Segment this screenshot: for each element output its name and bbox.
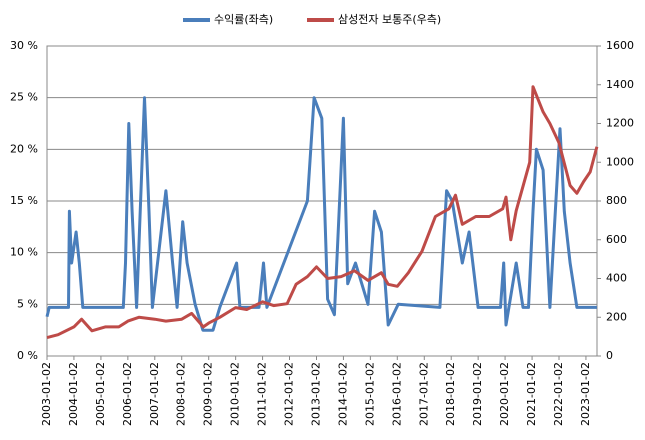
x-tick-label: 2012-01-02: [283, 362, 296, 426]
x-tick-label: 2008-01-02: [175, 362, 188, 426]
x-tick-label: 2010-01-02: [229, 362, 242, 426]
y-tick-label: 5 %: [17, 297, 38, 310]
x-tick-label: 2015-01-02: [363, 362, 376, 426]
y2-tick-label: 1400: [606, 78, 634, 91]
x-tick-label: 2020-01-02: [498, 362, 511, 426]
x-tick-label: 2003-01-02: [40, 362, 53, 426]
series-line: [46, 85, 599, 340]
legend-label: 수익률(좌측): [214, 13, 273, 26]
x-tick-label: 2017-01-02: [417, 362, 430, 426]
y-tick-label: 20 %: [10, 142, 38, 155]
x-tick-label: 2011-01-02: [256, 362, 269, 426]
y-tick-label: 25 %: [10, 91, 38, 104]
x-tick-label: 2005-01-02: [94, 362, 107, 426]
x-tick-label: 2023-01-02: [579, 362, 592, 426]
y2-tick-label: 1000: [606, 155, 634, 168]
series-line: [45, 96, 597, 332]
y-tick-label: 10 %: [10, 246, 38, 259]
y2-tick-label: 1200: [606, 117, 634, 130]
y-tick-label: 15 %: [10, 194, 38, 207]
y-tick-label: 0 %: [17, 349, 38, 362]
y2-tick-label: 400: [606, 272, 627, 285]
y-tick-label: 30 %: [10, 39, 38, 52]
x-tick-label: 2013-01-02: [310, 362, 323, 426]
x-tick-label: 2019-01-02: [471, 362, 484, 426]
y2-tick-label: 1600: [606, 39, 634, 52]
x-tick-label: 2014-01-02: [336, 362, 349, 426]
x-tick-label: 2006-01-02: [121, 362, 134, 426]
y2-tick-label: 600: [606, 233, 627, 246]
legend-label: 삼성전자 보통주(우측): [338, 13, 441, 26]
x-tick-label: 2007-01-02: [148, 362, 161, 426]
x-tick-label: 2004-01-02: [67, 362, 80, 426]
x-tick-label: 2009-01-02: [202, 362, 215, 426]
y2-tick-label: 800: [606, 194, 627, 207]
x-tick-label: 2018-01-02: [444, 362, 457, 426]
x-tick-label: 2021-01-02: [525, 362, 538, 426]
x-tick-label: 2016-01-02: [390, 362, 403, 426]
y2-tick-label: 0: [606, 349, 613, 362]
y2-tick-label: 200: [606, 310, 627, 323]
x-tick-label: 2022-01-02: [552, 362, 565, 426]
